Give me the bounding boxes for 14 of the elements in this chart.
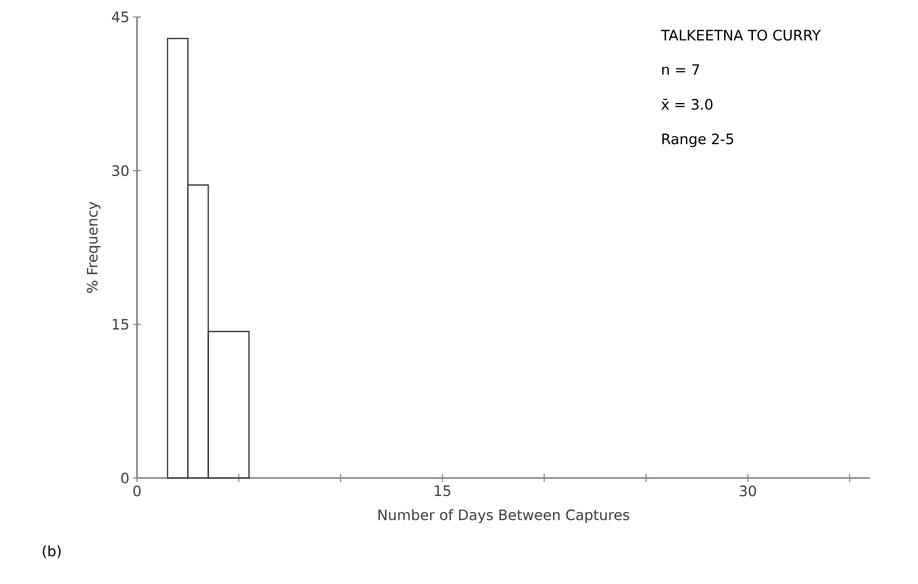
y-tick-label: 45 (112, 12, 128, 22)
annotation: n = 7 (662, 64, 700, 75)
x-tick-label: 0 (133, 486, 141, 496)
y-axis-title: % Frequency (86, 202, 100, 293)
y-tick-label: 15 (112, 319, 128, 330)
annotation: Range 2-5 (662, 133, 734, 148)
text: (b) (42, 545, 61, 558)
annotation: TALKEETNA TO CURRY (660, 30, 821, 41)
x-tick-label: 15 (434, 486, 450, 496)
x-axis-title: Number of Days Between Captures (378, 509, 630, 524)
x-tick-label: 30 (740, 486, 756, 496)
annotation: x̄ = 3.0 (661, 98, 712, 110)
y-tick-label: 0 (121, 472, 129, 484)
y-tick-label: 30 (112, 165, 129, 176)
